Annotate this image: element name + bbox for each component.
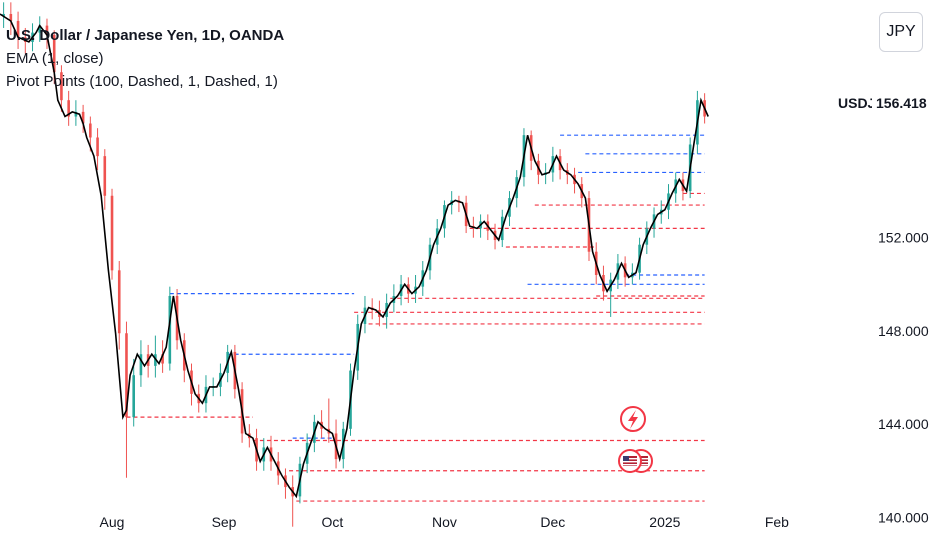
plot-area (0, 2, 709, 527)
time-tick-label: Feb (765, 514, 789, 530)
candle (74, 111, 78, 117)
candle (81, 111, 85, 124)
us-flag-icon[interactable] (618, 449, 642, 473)
candle (125, 333, 128, 418)
currency-button[interactable]: JPY (879, 12, 923, 52)
candle (52, 34, 56, 73)
time-tick-label: Aug (100, 514, 125, 530)
indicator-pivot-points[interactable]: Pivot Points (100, Dashed, 1, Dashed, 1) (6, 73, 278, 90)
candle (110, 195, 114, 271)
time-tick-label: Nov (432, 514, 457, 530)
event-badges (618, 406, 653, 473)
price-tick-label: 148.000 (878, 323, 929, 339)
candle (89, 123, 92, 138)
chart-legend: U.S. Dollar / Japanese Yen, 1D, OANDA EM… (6, 24, 284, 93)
price-tick-label: 144.000 (878, 416, 929, 432)
time-axis: Aug Sep Oct Nov Dec 2025 Feb (100, 514, 790, 530)
candle (139, 354, 143, 376)
candle (16, 20, 20, 38)
chart-title: U.S. Dollar / Japanese Yen, 1D, OANDA (6, 27, 285, 44)
candle (38, 25, 42, 33)
price-axis: 152.000 148.000 144.000 140.000 (878, 230, 929, 526)
candle (161, 354, 164, 364)
indicator-ema[interactable]: EMA (1, close) (6, 50, 104, 67)
candle (117, 270, 121, 334)
last-price-tag: 156.418 (872, 94, 931, 112)
time-tick-label: Dec (540, 514, 565, 530)
candle (168, 295, 172, 364)
price-tick-label: 152.000 (878, 230, 929, 246)
candle (132, 375, 135, 418)
candle (67, 100, 70, 117)
time-tick-label: Sep (212, 514, 237, 530)
time-tick-label: 2025 (649, 514, 680, 530)
candle (60, 72, 63, 101)
candle (9, 13, 13, 21)
ema-line (0, 13, 709, 499)
time-tick-label: Oct (322, 514, 344, 530)
price-tick-label: 140.000 (878, 509, 929, 525)
candle (2, 13, 5, 17)
candle (96, 137, 99, 157)
candle (45, 25, 49, 35)
lightning-icon[interactable] (620, 406, 646, 432)
candle (103, 156, 107, 196)
